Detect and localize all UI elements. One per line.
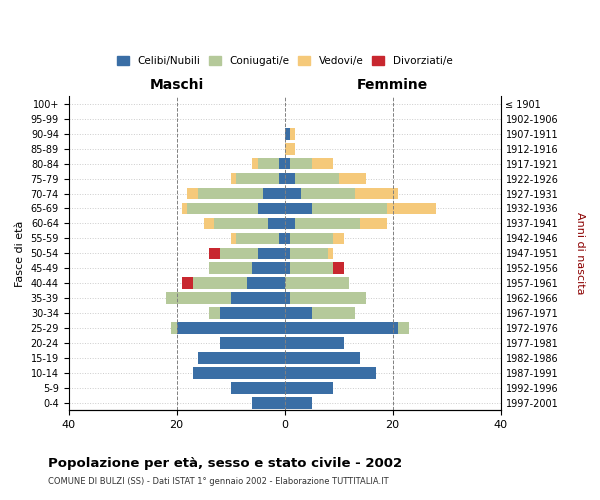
Text: Femmine: Femmine <box>357 78 428 92</box>
Bar <box>284 382 333 394</box>
Bar <box>328 248 333 259</box>
Bar <box>301 188 355 200</box>
Bar <box>311 308 355 319</box>
Bar <box>257 202 284 214</box>
Bar <box>295 218 360 230</box>
Bar <box>284 232 290 244</box>
Text: Popolazione per età, sesso e stato civile - 2002: Popolazione per età, sesso e stato civil… <box>48 458 402 470</box>
Bar <box>263 188 284 200</box>
Bar <box>176 322 284 334</box>
Bar <box>284 292 290 304</box>
Bar <box>284 218 295 230</box>
Legend: Celibi/Nubili, Coniugati/e, Vedovi/e, Divorziati/e: Celibi/Nubili, Coniugati/e, Vedovi/e, Di… <box>113 52 457 70</box>
Bar <box>284 188 301 200</box>
Bar <box>187 188 198 200</box>
Bar <box>290 262 333 274</box>
Bar <box>166 292 230 304</box>
Bar <box>290 128 295 140</box>
Bar <box>214 218 268 230</box>
Bar <box>355 188 398 200</box>
Bar <box>387 202 436 214</box>
Text: COMUNE DI BULZI (SS) - Dati ISTAT 1° gennaio 2002 - Elaborazione TUTTITALIA.IT: COMUNE DI BULZI (SS) - Dati ISTAT 1° gen… <box>48 478 389 486</box>
Bar <box>284 202 311 214</box>
Bar <box>257 158 279 170</box>
Bar <box>220 337 284 349</box>
Bar <box>284 322 398 334</box>
Bar <box>284 352 360 364</box>
Bar <box>220 308 284 319</box>
Bar <box>182 278 193 289</box>
Bar <box>279 173 284 184</box>
Bar <box>279 158 284 170</box>
Bar <box>290 158 311 170</box>
Bar <box>290 248 328 259</box>
Bar <box>290 292 365 304</box>
Bar <box>279 232 284 244</box>
Bar <box>236 232 279 244</box>
Bar <box>284 128 290 140</box>
Bar <box>333 262 344 274</box>
Bar <box>284 262 290 274</box>
Bar <box>198 188 263 200</box>
Text: Maschi: Maschi <box>149 78 204 92</box>
Bar <box>247 278 284 289</box>
Bar <box>295 173 338 184</box>
Bar <box>284 337 344 349</box>
Bar <box>236 173 279 184</box>
Bar <box>284 143 295 154</box>
Y-axis label: Fasce di età: Fasce di età <box>15 220 25 286</box>
Bar <box>333 232 344 244</box>
Bar <box>252 262 284 274</box>
Bar <box>230 382 284 394</box>
Bar <box>209 262 252 274</box>
Bar <box>252 158 257 170</box>
Bar <box>230 173 236 184</box>
Y-axis label: Anni di nascita: Anni di nascita <box>575 212 585 294</box>
Bar <box>284 173 295 184</box>
Bar <box>171 322 176 334</box>
Bar <box>284 308 311 319</box>
Bar <box>284 248 290 259</box>
Bar <box>193 367 284 378</box>
Bar <box>230 232 236 244</box>
Bar <box>338 173 365 184</box>
Bar <box>284 367 376 378</box>
Bar <box>209 248 220 259</box>
Bar <box>182 202 187 214</box>
Bar <box>398 322 409 334</box>
Bar <box>230 292 284 304</box>
Bar <box>284 278 349 289</box>
Bar <box>311 202 387 214</box>
Bar <box>252 397 284 408</box>
Bar <box>203 218 214 230</box>
Bar <box>290 232 333 244</box>
Bar <box>198 352 284 364</box>
Bar <box>284 158 290 170</box>
Bar <box>220 248 257 259</box>
Bar <box>360 218 387 230</box>
Bar <box>257 248 284 259</box>
Bar <box>311 158 333 170</box>
Bar <box>193 278 247 289</box>
Bar <box>268 218 284 230</box>
Bar <box>284 397 311 408</box>
Bar <box>209 308 220 319</box>
Bar <box>187 202 257 214</box>
